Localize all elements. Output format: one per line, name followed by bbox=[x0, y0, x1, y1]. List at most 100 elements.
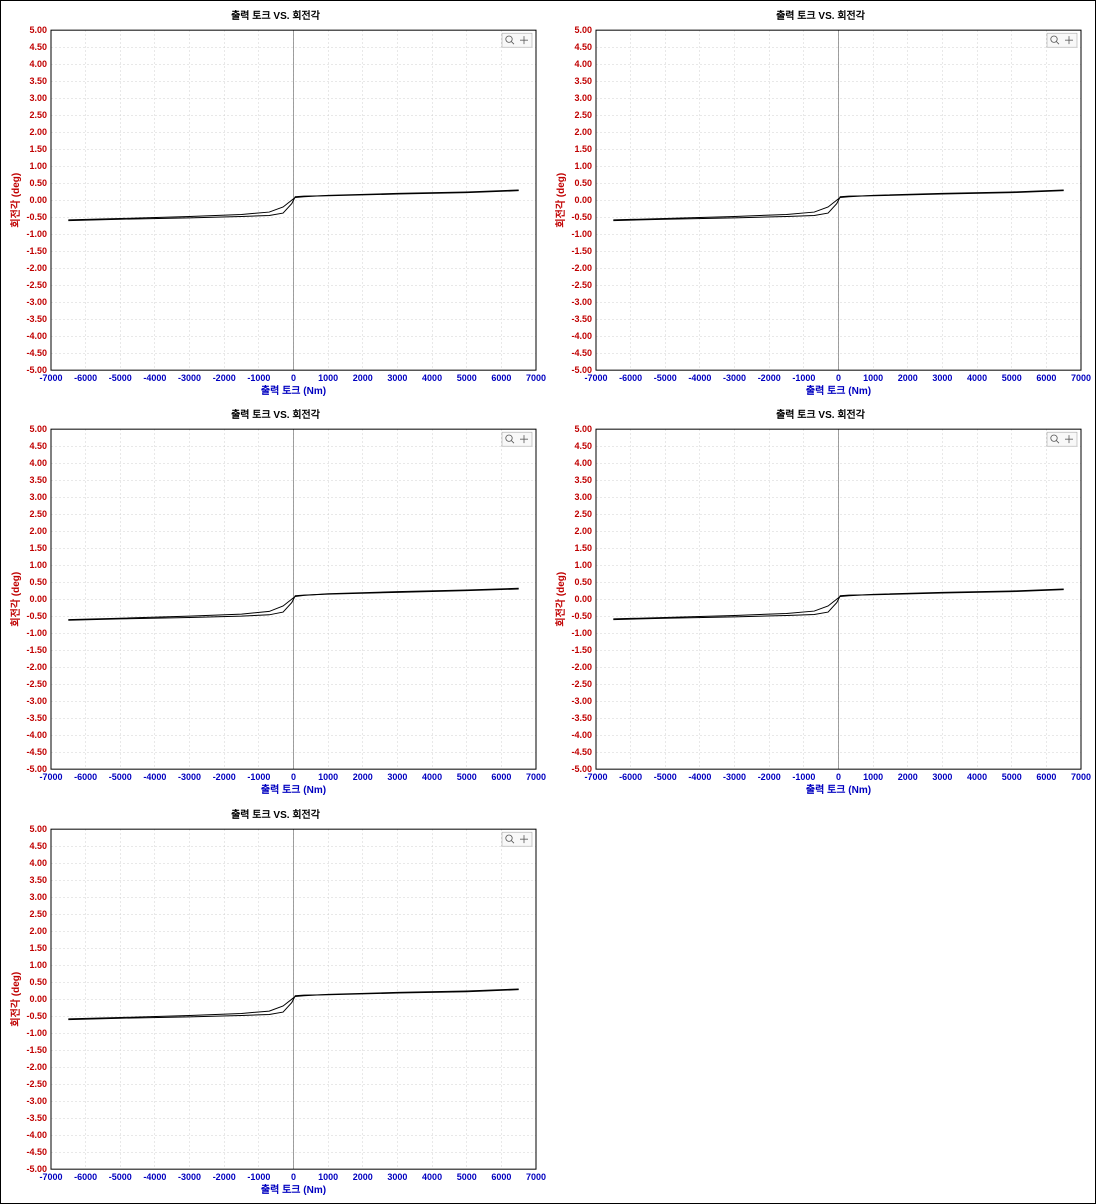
ytick-label: 3.00 bbox=[574, 93, 592, 103]
ytick-label: 3.50 bbox=[29, 475, 47, 485]
ytick-label: 4.50 bbox=[29, 841, 47, 851]
ytick-label: 4.00 bbox=[29, 858, 47, 868]
x-axis-label: 출력 토크 (Nm) bbox=[261, 384, 326, 397]
xtick-label: 2000 bbox=[353, 772, 373, 782]
ytick-label: 3.50 bbox=[574, 76, 592, 86]
ytick-label: 2.50 bbox=[574, 110, 592, 120]
ytick-label: -5.00 bbox=[26, 365, 47, 375]
ytick-label: 1.50 bbox=[29, 543, 47, 553]
xtick-label: 6000 bbox=[1036, 373, 1056, 383]
chart-grid: 출력 토크 VS. 회전각 -7000-6000-5000-4000-3000-… bbox=[0, 0, 1096, 1204]
ytick-label: 3.50 bbox=[29, 76, 47, 86]
xtick-label: 5000 bbox=[457, 1172, 477, 1182]
ytick-label: -4.50 bbox=[26, 1147, 47, 1157]
ytick-label: -1.00 bbox=[26, 628, 47, 638]
xtick-label: 7000 bbox=[526, 772, 546, 782]
xtick-label: 1000 bbox=[863, 373, 883, 383]
plot-area: -7000-6000-5000-4000-3000-2000-100001000… bbox=[5, 24, 546, 400]
ytick-label: 1.00 bbox=[574, 161, 592, 171]
xtick-label: 1000 bbox=[318, 772, 338, 782]
ytick-label: -0.50 bbox=[26, 611, 47, 621]
xtick-label: 3000 bbox=[932, 373, 952, 383]
y-axis-label: 회전각 (deg) bbox=[554, 572, 567, 627]
xtick-label: 0 bbox=[291, 772, 296, 782]
xtick-label: -5000 bbox=[109, 1172, 132, 1182]
ytick-label: -2.00 bbox=[571, 263, 592, 273]
xtick-label: -5000 bbox=[109, 772, 132, 782]
xtick-label: 3000 bbox=[387, 772, 407, 782]
ytick-label: 4.50 bbox=[29, 42, 47, 52]
ytick-label: -4.50 bbox=[26, 747, 47, 757]
ytick-label: -2.50 bbox=[571, 679, 592, 689]
ytick-label: 2.00 bbox=[29, 526, 47, 536]
xtick-label: 5000 bbox=[457, 373, 477, 383]
ytick-label: 3.50 bbox=[29, 875, 47, 885]
xtick-label: -5000 bbox=[654, 373, 677, 383]
ytick-label: -5.00 bbox=[571, 365, 592, 375]
xtick-label: 0 bbox=[291, 1172, 296, 1182]
xtick-label: -2000 bbox=[213, 1172, 236, 1182]
xtick-label: -6000 bbox=[619, 373, 642, 383]
ytick-label: -3.00 bbox=[26, 696, 47, 706]
ytick-label: 2.50 bbox=[29, 110, 47, 120]
ytick-label: 2.00 bbox=[29, 926, 47, 936]
ytick-label: 4.00 bbox=[29, 59, 47, 69]
xtick-label: 1000 bbox=[318, 1172, 338, 1182]
chart-title: 출력 토크 VS. 회전각 bbox=[550, 404, 1091, 423]
ytick-label: -4.50 bbox=[571, 747, 592, 757]
ytick-label: -2.00 bbox=[26, 1062, 47, 1072]
ytick-label: -1.50 bbox=[26, 645, 47, 655]
ytick-label: -3.50 bbox=[26, 713, 47, 723]
xtick-label: -4000 bbox=[688, 373, 711, 383]
ytick-label: -4.00 bbox=[571, 331, 592, 341]
xtick-label: -6000 bbox=[74, 1172, 97, 1182]
xtick-label: 5000 bbox=[1002, 772, 1022, 782]
xtick-label: -4000 bbox=[143, 1172, 166, 1182]
ytick-label: 3.00 bbox=[29, 93, 47, 103]
xtick-label: -3000 bbox=[723, 772, 746, 782]
chart-title: 출력 토크 VS. 회전각 bbox=[5, 804, 546, 823]
ytick-label: 5.00 bbox=[29, 25, 47, 35]
xtick-label: -1000 bbox=[247, 1172, 270, 1182]
xtick-label: 5000 bbox=[1002, 373, 1022, 383]
xtick-label: 7000 bbox=[526, 1172, 546, 1182]
ytick-label: 5.00 bbox=[574, 424, 592, 434]
xtick-label: 3000 bbox=[387, 373, 407, 383]
ytick-label: 3.00 bbox=[29, 892, 47, 902]
y-axis-label: 회전각 (deg) bbox=[9, 572, 22, 627]
ytick-label: -0.50 bbox=[26, 212, 47, 222]
chart-panel-4: 출력 토크 VS. 회전각 -7000-6000-5000-4000-3000-… bbox=[5, 804, 546, 1199]
ytick-label: 3.00 bbox=[29, 492, 47, 502]
ytick-label: 4.50 bbox=[29, 441, 47, 451]
ytick-label: 1.50 bbox=[574, 144, 592, 154]
xtick-label: 4000 bbox=[422, 772, 442, 782]
xtick-label: -2000 bbox=[213, 373, 236, 383]
ytick-label: -3.50 bbox=[26, 314, 47, 324]
xtick-label: 6000 bbox=[491, 373, 511, 383]
ytick-label: -2.50 bbox=[26, 1079, 47, 1089]
ytick-label: 0.50 bbox=[574, 577, 592, 587]
ytick-label: -0.50 bbox=[571, 611, 592, 621]
ytick-label: 1.50 bbox=[29, 144, 47, 154]
ytick-label: 4.50 bbox=[574, 42, 592, 52]
ytick-label: -2.00 bbox=[26, 662, 47, 672]
y-axis-label: 회전각 (deg) bbox=[554, 173, 567, 228]
ytick-label: -2.00 bbox=[571, 662, 592, 672]
ytick-label: 1.50 bbox=[574, 543, 592, 553]
ytick-label: -4.00 bbox=[26, 331, 47, 341]
ytick-label: 2.00 bbox=[574, 526, 592, 536]
ytick-label: 1.00 bbox=[29, 960, 47, 970]
xtick-label: -1000 bbox=[247, 772, 270, 782]
chart-panel-1: 출력 토크 VS. 회전각 -7000-6000-5000-4000-3000-… bbox=[550, 5, 1091, 400]
xtick-label: 7000 bbox=[1071, 373, 1091, 383]
ytick-label: 5.00 bbox=[29, 824, 47, 834]
ytick-label: 0.00 bbox=[29, 195, 47, 205]
ytick-label: 1.00 bbox=[29, 161, 47, 171]
ytick-label: 3.50 bbox=[574, 475, 592, 485]
ytick-label: 0.50 bbox=[574, 178, 592, 188]
x-axis-label: 출력 토크 (Nm) bbox=[261, 783, 326, 796]
xtick-label: -6000 bbox=[74, 373, 97, 383]
chart-panel-0: 출력 토크 VS. 회전각 -7000-6000-5000-4000-3000-… bbox=[5, 5, 546, 400]
xtick-label: 4000 bbox=[967, 373, 987, 383]
ytick-label: -2.00 bbox=[26, 263, 47, 273]
